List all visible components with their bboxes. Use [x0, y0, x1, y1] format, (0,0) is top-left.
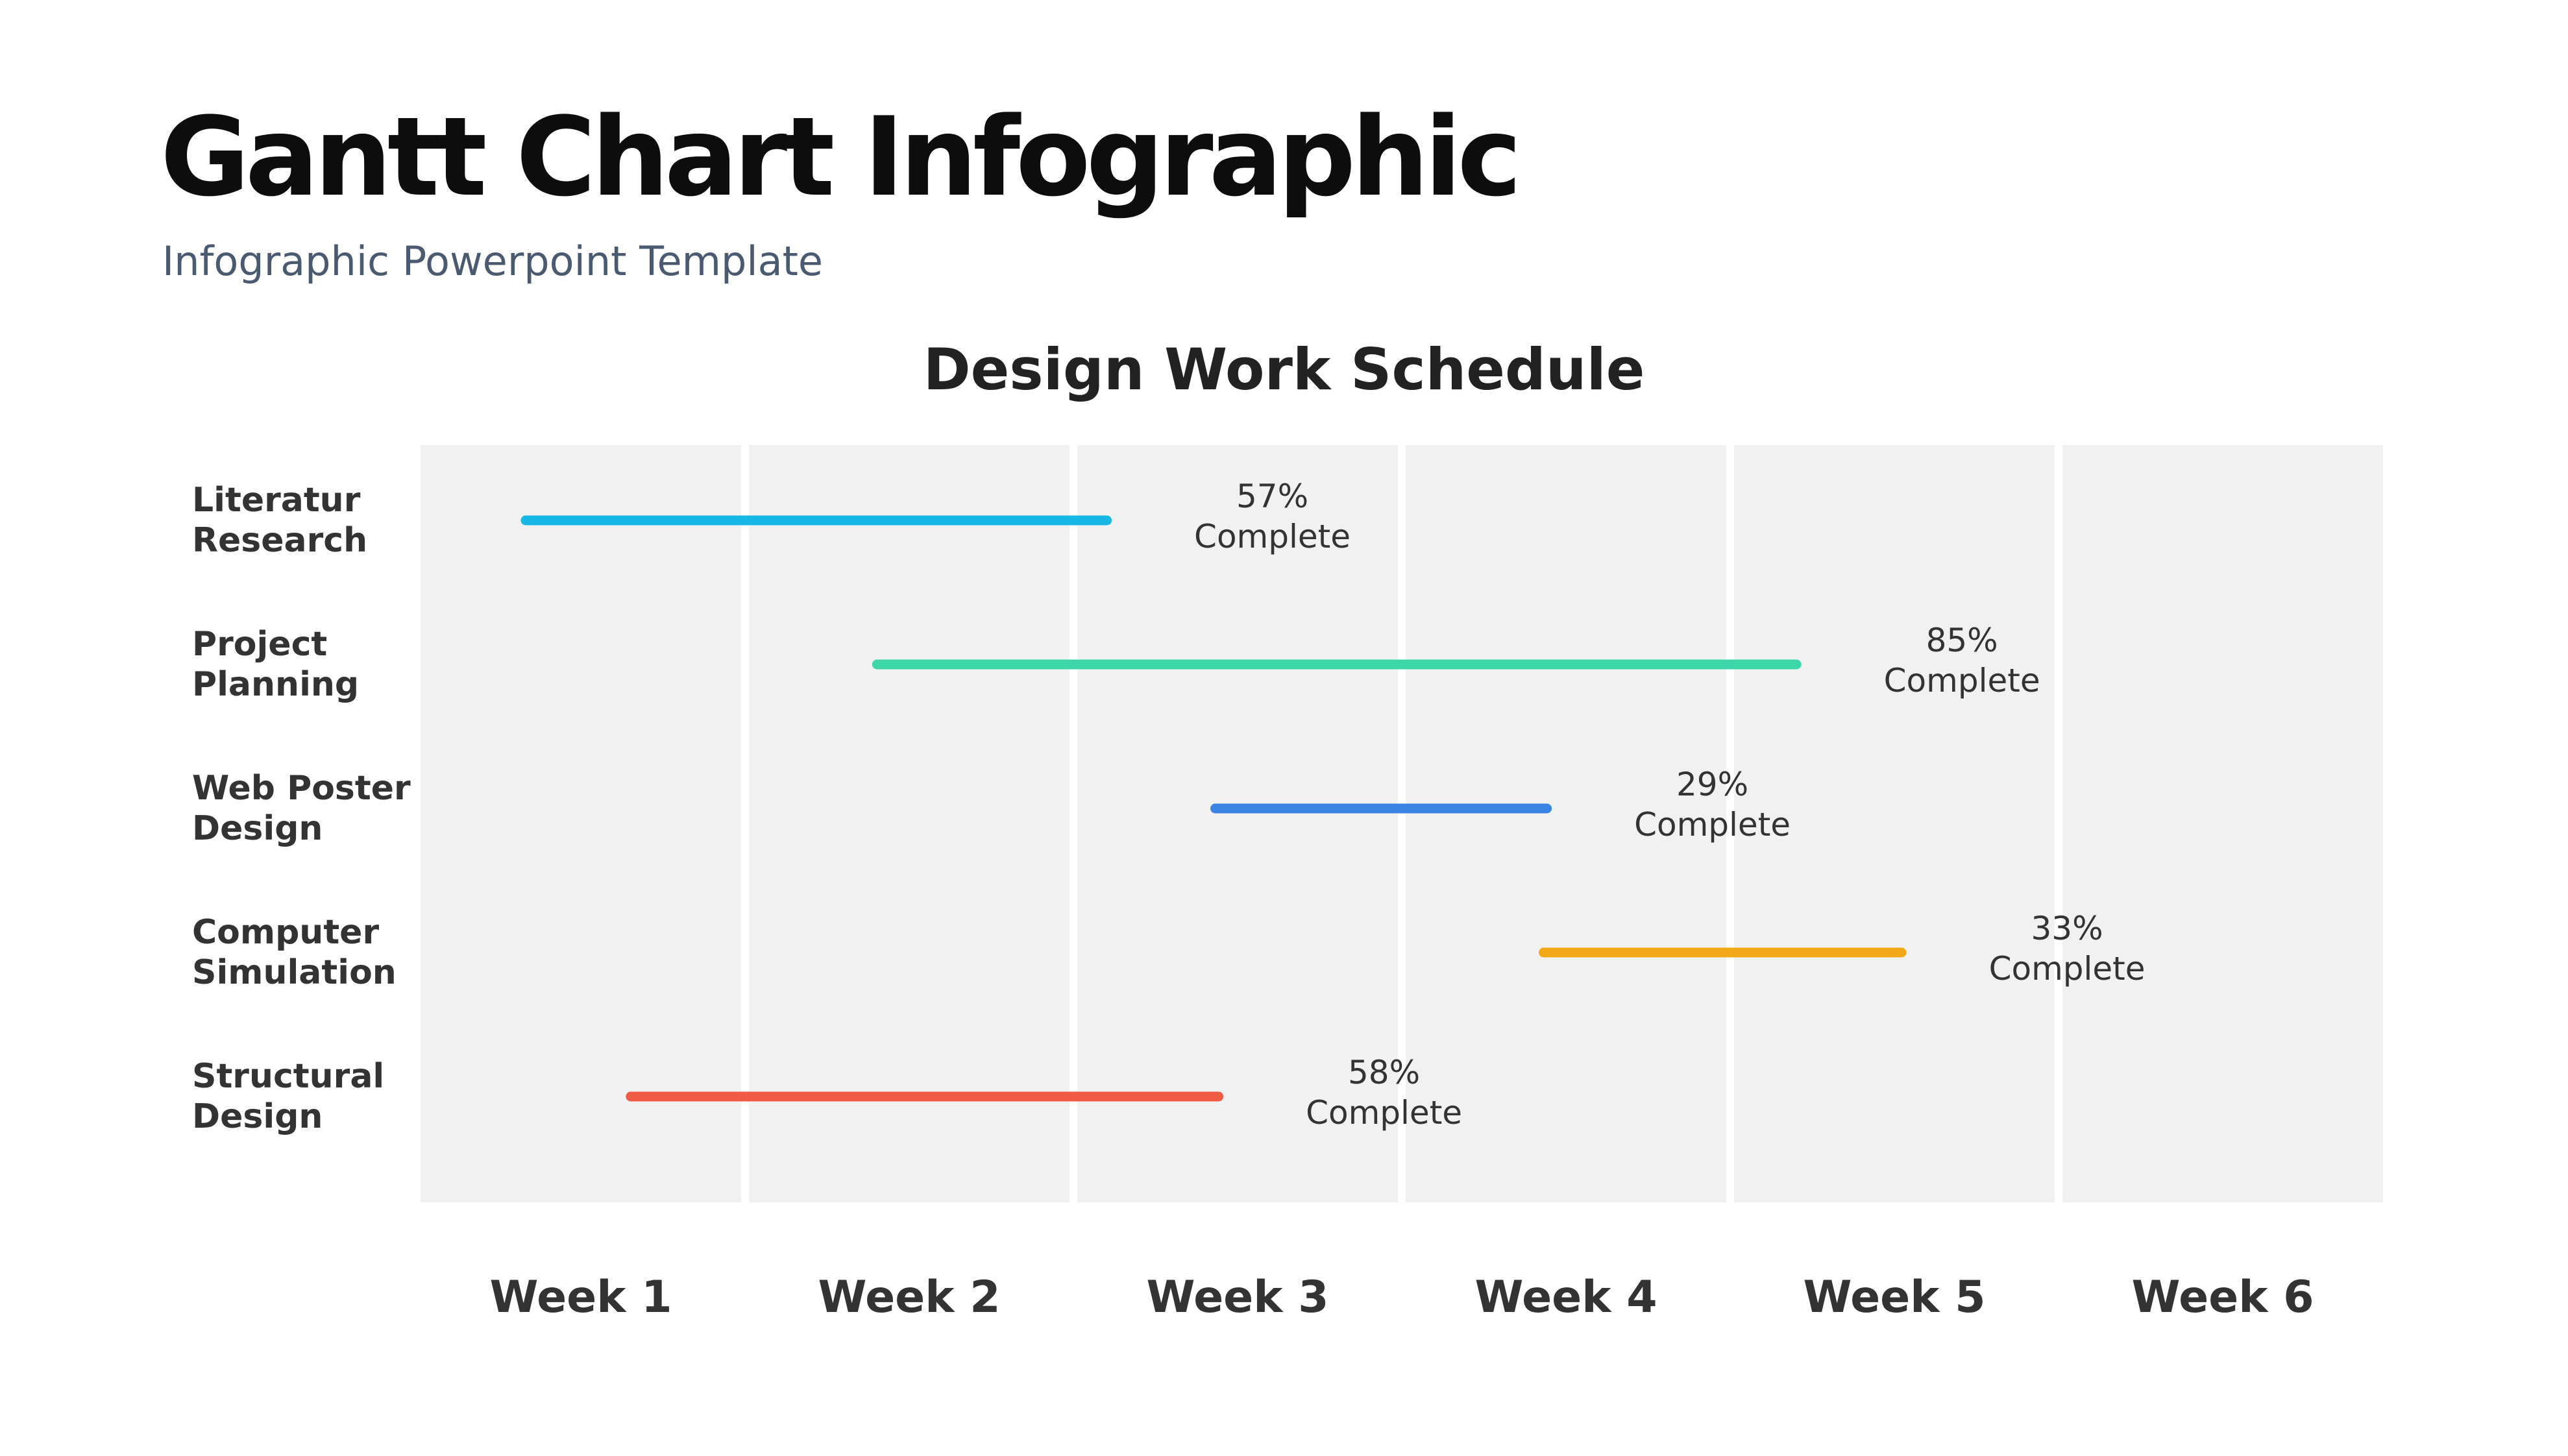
- week-labels: Week 1 Week 2 Week 3 Week 4 Week 5 Week 6: [489, 1272, 2314, 1323]
- week-label: Week 3: [1146, 1272, 1328, 1323]
- percent-label: 85%: [1926, 622, 1998, 659]
- status-label: Complete: [1989, 950, 2146, 988]
- status-label: Complete: [1306, 1094, 1462, 1132]
- percent-label: 58%: [1348, 1054, 1420, 1091]
- week-columns: [421, 445, 2383, 1202]
- task-label: Literatur Research: [192, 481, 367, 560]
- task-bars: [520, 515, 1907, 1102]
- week-column: [1406, 445, 1726, 1202]
- week-column: [1734, 445, 2055, 1202]
- status-label: Complete: [1634, 806, 1791, 843]
- week-label: Week 6: [2131, 1272, 2314, 1323]
- task-label: Project Planning: [192, 625, 359, 704]
- percent-labels: 57%Complete85%Complete29%Complete33%Comp…: [1194, 478, 2145, 1132]
- task-label-line: Research: [192, 521, 367, 560]
- task-label-line: Structural: [192, 1057, 384, 1096]
- task-label-line: Project: [192, 625, 327, 664]
- week-label: Week 5: [1803, 1272, 1985, 1323]
- slide-title: Gantt Chart Infographic: [160, 93, 1522, 221]
- chart-title: Design Work Schedule: [923, 336, 1645, 403]
- task-label-line: Computer: [192, 913, 379, 952]
- task-label-line: Web Poster: [192, 769, 411, 808]
- week-column: [1077, 445, 1398, 1202]
- week-column: [749, 445, 1070, 1202]
- task-label-line: Simulation: [192, 953, 397, 992]
- week-label: Week 1: [489, 1272, 672, 1323]
- percent-label: 33%: [2031, 910, 2103, 947]
- slide-subtitle: Infographic Powerpoint Template: [162, 237, 824, 285]
- task-label: Structural Design: [192, 1057, 384, 1136]
- task-label-line: Design: [192, 1097, 323, 1136]
- task-label: Web Poster Design: [192, 769, 411, 848]
- week-column: [421, 445, 741, 1202]
- week-label: Week 4: [1474, 1272, 1657, 1323]
- task-label-line: Planning: [192, 665, 359, 704]
- task-label: Computer Simulation: [192, 913, 397, 992]
- status-label: Complete: [1194, 518, 1351, 555]
- task-label-line: Design: [192, 809, 323, 848]
- percent-label: 29%: [1676, 766, 1748, 803]
- task-labels: Literatur Research Project Planning Web Post…: [192, 481, 411, 1136]
- percent-label: 57%: [1236, 478, 1308, 515]
- week-label: Week 2: [818, 1272, 1000, 1323]
- status-label: Complete: [1884, 662, 2040, 699]
- task-label-line: Literatur: [192, 481, 361, 520]
- week-column: [2062, 445, 2383, 1202]
